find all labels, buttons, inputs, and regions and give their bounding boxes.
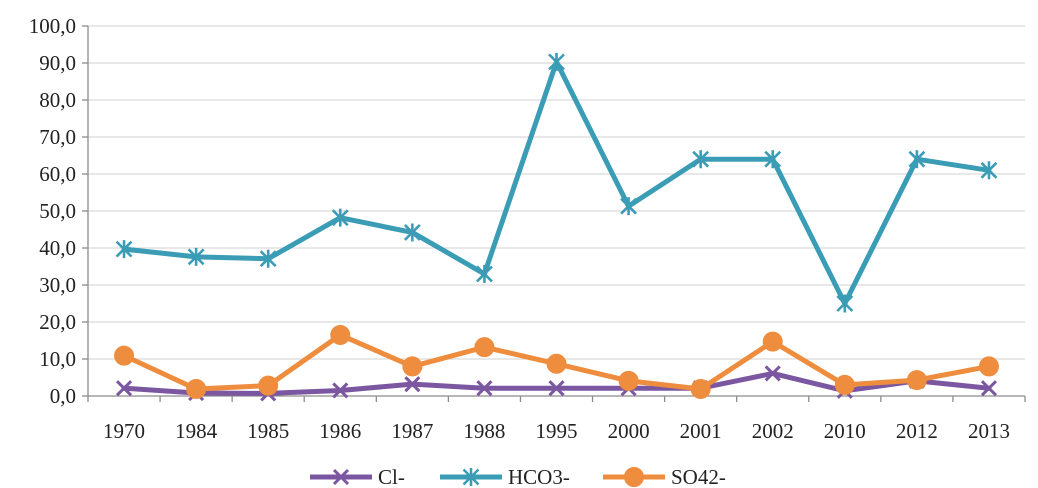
y-tick-label: 70,0 (39, 125, 76, 149)
legend-label: Cl- (378, 465, 405, 488)
data-point (980, 161, 998, 180)
legend-marker (624, 467, 644, 487)
data-point (115, 240, 133, 259)
x-tick-label: 1995 (536, 419, 578, 443)
y-tick-label: 50,0 (39, 199, 76, 223)
legend-marker (462, 468, 480, 486)
data-point (330, 324, 351, 345)
y-tick-label: 0,0 (50, 384, 76, 408)
series-line (121, 59, 992, 306)
y-tick-label: 80,0 (39, 88, 76, 112)
data-point (908, 150, 926, 169)
data-point (114, 345, 135, 366)
data-point (836, 294, 854, 313)
x-tick-label: 1988 (463, 419, 505, 443)
data-point (402, 356, 423, 377)
data-point (978, 356, 999, 377)
data-point (476, 264, 493, 283)
y-tick-label: 40,0 (39, 236, 76, 260)
x-tick-label: 1986 (319, 419, 361, 443)
data-point (764, 365, 781, 382)
legend-marker (332, 468, 350, 486)
series-hco3 (115, 52, 998, 313)
x-tick-label: 2001 (680, 419, 722, 443)
data-point (548, 52, 565, 71)
legend: Cl- HCO3- SO42- (310, 465, 726, 488)
series-group (114, 52, 999, 402)
series-so42 (114, 324, 999, 399)
data-point (332, 382, 349, 399)
x-tick-label: 1987 (391, 419, 433, 443)
data-point (259, 249, 277, 268)
x-tick-label: 1970 (103, 419, 145, 443)
data-point (403, 223, 421, 242)
x-tick-label: 1984 (175, 419, 218, 443)
data-point (186, 378, 207, 399)
data-point (690, 378, 711, 399)
data-point (548, 380, 565, 397)
data-point (762, 331, 783, 352)
x-tick-label: 2012 (896, 419, 938, 443)
data-point (474, 337, 495, 358)
x-tick-label: 2013 (968, 419, 1010, 443)
y-tick-label: 20,0 (39, 310, 76, 334)
y-tick-label: 90,0 (39, 51, 76, 75)
data-point (906, 370, 927, 391)
data-point (764, 150, 782, 169)
legend-label: SO42- (671, 465, 726, 488)
x-tick-label: 2010 (824, 419, 866, 443)
x-tick-label: 2002 (752, 419, 794, 443)
data-point (404, 376, 421, 393)
y-tick-label: 30,0 (39, 273, 76, 297)
axes (82, 25, 1026, 402)
data-point (187, 247, 205, 266)
y-tick-label: 100,0 (29, 14, 76, 38)
data-point (834, 374, 855, 395)
y-tick-label: 10,0 (39, 347, 76, 371)
legend-item: HCO3- (440, 465, 570, 488)
y-axis-tick-labels: 0,0 10,0 20,0 30,0 40,0 50,0 60,0 70,0 80,0 90,0 1… (29, 14, 76, 408)
data-point (258, 375, 279, 396)
data-point (546, 353, 567, 374)
data-point (618, 370, 639, 391)
data-point (980, 380, 998, 397)
gridlines (88, 25, 1025, 360)
x-tick-label: 1985 (247, 419, 289, 443)
x-axis-tick-labels: 1970 1984 1985 1986 1987 1988 1995 2000 2001 2002… (103, 419, 1010, 443)
legend-item: Cl- (310, 465, 405, 488)
legend-label: HCO3- (508, 465, 570, 488)
x-tick-label: 2000 (608, 419, 650, 443)
data-point (692, 150, 710, 169)
y-tick-label: 60,0 (39, 162, 76, 186)
data-point (331, 208, 349, 227)
data-point (476, 380, 493, 397)
data-point (620, 197, 637, 216)
data-point (115, 380, 133, 397)
legend-item: SO42- (603, 465, 726, 488)
